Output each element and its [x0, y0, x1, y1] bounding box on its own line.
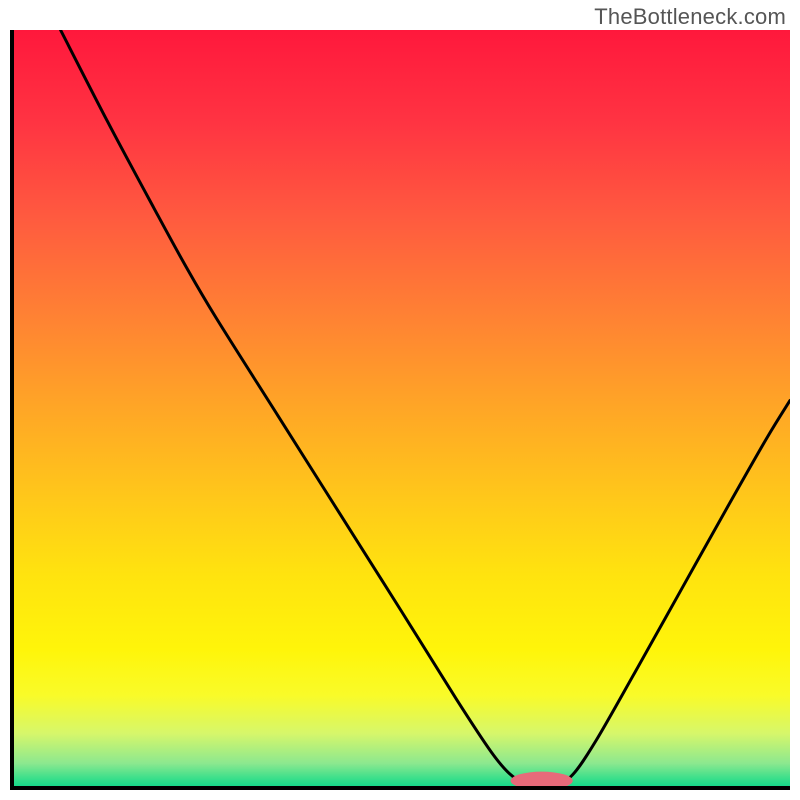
chart-svg — [14, 30, 790, 786]
watermark-text: TheBottleneck.com — [594, 4, 786, 30]
bottleneck-chart — [10, 30, 790, 790]
chart-background — [14, 30, 790, 786]
